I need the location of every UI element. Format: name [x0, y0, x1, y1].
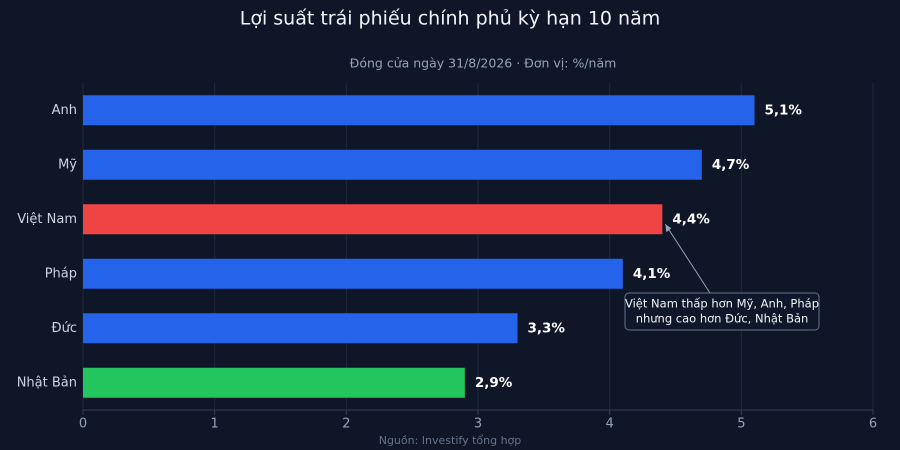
x-tick-label: 1 — [211, 417, 219, 432]
value-label: 4,4% — [672, 211, 710, 227]
y-tick-label: Mỹ — [58, 157, 77, 172]
y-tick-label: Đức — [52, 321, 77, 336]
value-label: 3,3% — [528, 320, 566, 336]
value-label: 5,1% — [765, 102, 803, 118]
chart-title: Lợi suất trái phiếu chính phủ kỳ hạn 10 … — [240, 8, 661, 30]
value-label: 4,7% — [712, 157, 750, 173]
chart-subtitle: Đóng cửa ngày 31/8/2026 · Đơn vị: %/năm — [350, 56, 617, 71]
x-tick-label: 5 — [737, 417, 745, 432]
x-tick-label: 3 — [474, 417, 482, 432]
x-tick-label: 6 — [869, 417, 877, 432]
y-tick-label: Pháp — [45, 266, 77, 281]
value-label: 2,9% — [475, 375, 513, 391]
bar — [83, 204, 663, 235]
bar — [83, 313, 518, 344]
annotation-arrowhead — [665, 224, 672, 233]
bar — [83, 149, 702, 180]
x-tick-label: 4 — [606, 417, 614, 432]
bar — [83, 258, 623, 289]
annotation-text: nhưng cao hơn Đức, Nhật Bản — [636, 312, 809, 326]
y-tick-label: Nhật Bản — [17, 375, 77, 390]
source-note: Nguồn: Investify tổng hợp — [379, 434, 522, 447]
y-tick-label: Việt Nam — [17, 212, 77, 227]
bar — [83, 367, 465, 398]
annotation-arrow — [664, 223, 711, 294]
bar — [83, 95, 755, 126]
annotation-box — [624, 292, 820, 331]
annotation-text: Việt Nam thấp hơn Mỹ, Anh, Pháp — [625, 297, 819, 311]
value-label: 4,1% — [633, 266, 671, 282]
x-tick-label: 0 — [79, 417, 87, 432]
x-tick-label: 2 — [342, 417, 350, 432]
y-tick-label: Anh — [52, 103, 77, 118]
